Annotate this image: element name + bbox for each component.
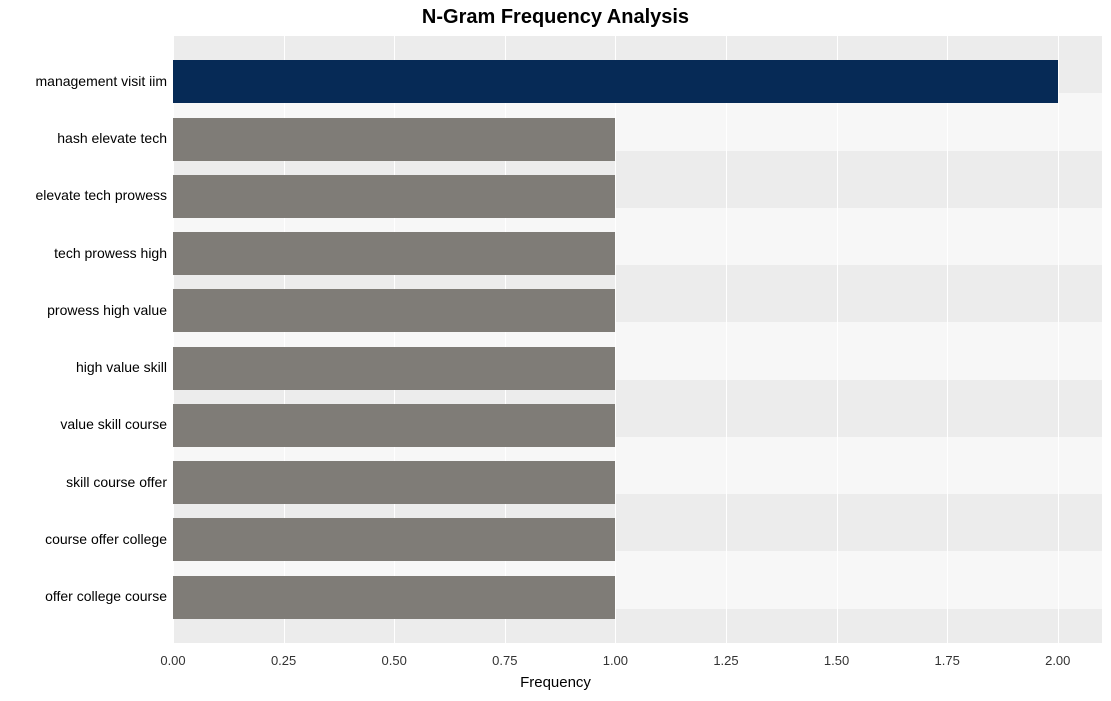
gridline: [615, 36, 616, 643]
bar: [173, 60, 1058, 103]
y-tick-label: high value skill: [76, 359, 167, 375]
bar: [173, 404, 615, 447]
bar: [173, 576, 615, 619]
y-tick-label: course offer college: [45, 531, 167, 547]
gridline: [837, 36, 838, 643]
bar: [173, 461, 615, 504]
y-tick-label: hash elevate tech: [57, 130, 167, 146]
x-tick-label: 2.00: [1045, 653, 1070, 668]
x-tick-label: 1.75: [935, 653, 960, 668]
x-tick-label: 0.00: [160, 653, 185, 668]
chart-title: N-Gram Frequency Analysis: [0, 6, 1111, 29]
y-tick-label: skill course offer: [66, 474, 167, 490]
y-tick-label: offer college course: [45, 588, 167, 604]
y-tick-label: tech prowess high: [54, 245, 167, 261]
x-tick-label: 1.50: [824, 653, 849, 668]
bar: [173, 118, 615, 161]
x-axis-label: Frequency: [0, 674, 1111, 691]
x-tick-label: 1.25: [713, 653, 738, 668]
bar: [173, 518, 615, 561]
y-tick-label: elevate tech prowess: [35, 187, 167, 203]
plot-area: [173, 36, 1102, 643]
chart-container: N-Gram Frequency Analysis Frequency 0.00…: [0, 0, 1111, 701]
bar: [173, 289, 615, 332]
x-tick-label: 1.00: [603, 653, 628, 668]
x-tick-label: 0.50: [382, 653, 407, 668]
bar: [173, 232, 615, 275]
bar: [173, 347, 615, 390]
x-tick-label: 0.75: [492, 653, 517, 668]
gridline: [726, 36, 727, 643]
gridline: [947, 36, 948, 643]
y-tick-label: value skill course: [60, 416, 167, 432]
y-tick-label: management visit iim: [36, 73, 168, 89]
bar: [173, 175, 615, 218]
gridline: [1058, 36, 1059, 643]
x-tick-label: 0.25: [271, 653, 296, 668]
y-tick-label: prowess high value: [47, 302, 167, 318]
